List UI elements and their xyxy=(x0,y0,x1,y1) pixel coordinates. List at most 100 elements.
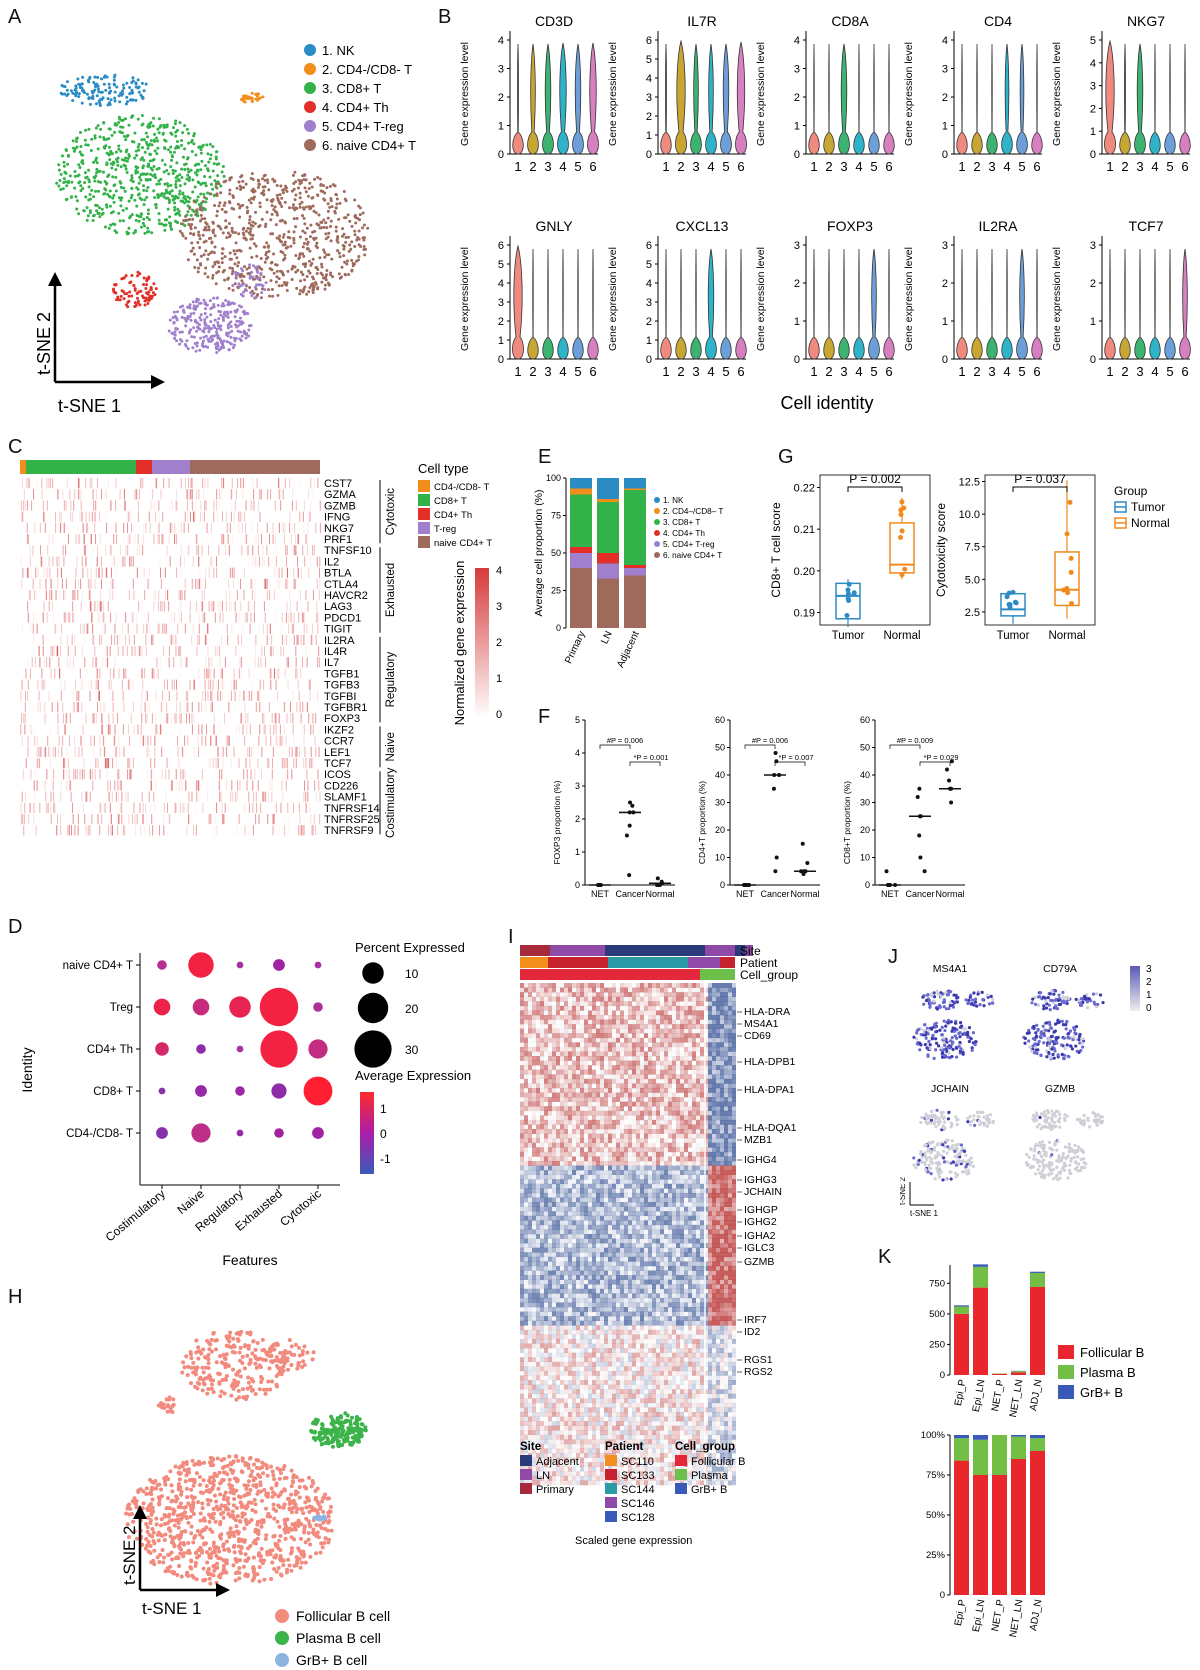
tsne-point xyxy=(273,272,276,275)
tsne-point xyxy=(84,171,87,174)
tsne-point xyxy=(283,254,286,257)
heatmap-cell xyxy=(41,668,42,678)
heatmap-cell xyxy=(282,612,283,622)
heatmap-cell xyxy=(238,523,239,533)
h-tsne-point xyxy=(210,1383,214,1387)
tsne-point xyxy=(70,89,73,92)
tsne-point xyxy=(271,213,274,216)
tsne-point xyxy=(353,199,356,202)
heatmap-cell xyxy=(33,579,34,589)
tsne-point xyxy=(193,266,196,269)
tsne-point xyxy=(257,225,260,228)
f-ytick-label: 40 xyxy=(860,770,870,780)
heatmap-cell xyxy=(142,792,143,802)
heatmap-cell xyxy=(232,568,233,578)
heatmap-cell xyxy=(137,568,138,578)
tsne-point xyxy=(299,289,302,292)
tsne-point xyxy=(325,253,328,256)
tsne-point xyxy=(338,252,341,255)
heatmap-cell xyxy=(198,736,199,746)
heatmap-gene-label: TCF7 xyxy=(324,758,352,770)
heatmap-gene-label: IL7 xyxy=(324,657,339,669)
violin-shape xyxy=(824,249,835,359)
heatmap-cell xyxy=(174,612,175,622)
heatmap-cell xyxy=(33,814,34,824)
tsne-point xyxy=(141,146,144,149)
heatmap-cell xyxy=(47,736,48,746)
tsne-point xyxy=(262,275,265,278)
heatmap-cell xyxy=(222,512,223,522)
heatmap-cell xyxy=(297,668,298,678)
heatmap-cell xyxy=(161,702,162,712)
tsne-point xyxy=(100,91,103,94)
tsne-point xyxy=(164,163,167,166)
heatmap-cell xyxy=(198,747,199,757)
heatmap-cell xyxy=(267,635,268,645)
heatmap-cell xyxy=(263,624,264,634)
heatmap-cell xyxy=(176,713,177,723)
tsne-point xyxy=(79,145,82,148)
heatmap-cell xyxy=(82,747,83,757)
heatmap-cell xyxy=(134,624,135,634)
heatmap-cell xyxy=(178,780,179,790)
tsne-point xyxy=(242,233,245,236)
tsne-point xyxy=(152,124,155,127)
heatmap-cell xyxy=(202,612,203,622)
heatmap-cell xyxy=(180,803,181,813)
heatmap-cell xyxy=(290,657,291,667)
celltype-legend-swatch xyxy=(418,480,430,492)
tsne-point xyxy=(199,219,202,222)
violin-shape xyxy=(721,44,732,154)
celltype-legend-swatch xyxy=(418,536,430,548)
heatmap-cell xyxy=(139,489,140,499)
heatmap-cell xyxy=(210,814,211,824)
tsne-point xyxy=(276,184,279,187)
h-tsne-point xyxy=(337,1439,341,1443)
heatmap-cell xyxy=(217,500,218,510)
d-dot xyxy=(196,1044,206,1054)
heatmap-cell xyxy=(94,646,95,656)
heatmap-cell xyxy=(93,500,94,510)
tsne-point xyxy=(67,93,70,96)
heatmap-gene-label: TIGIT xyxy=(324,624,352,636)
h-tsne-point xyxy=(178,1552,182,1556)
heatmap-cell xyxy=(240,657,241,667)
d-dot xyxy=(315,962,322,969)
heatmap-cell xyxy=(267,624,268,634)
heatmap-cell xyxy=(96,568,97,578)
heatmap-cell xyxy=(80,512,81,522)
heatmap-cell xyxy=(148,523,149,533)
heatmap-cell xyxy=(161,489,162,499)
g-xtick-label: Normal xyxy=(1048,630,1085,642)
heatmap-cell xyxy=(318,780,319,790)
tsne-point xyxy=(318,256,321,259)
violin-xtick-label: 2 xyxy=(1121,364,1128,379)
tsne-point xyxy=(136,214,139,217)
heatmap-cell xyxy=(73,657,74,667)
h-tsne-point xyxy=(272,1348,276,1352)
heatmap-gene-label: IL2RA xyxy=(324,635,355,647)
heatmap-cell xyxy=(75,668,76,678)
heatmap-cell xyxy=(98,814,99,824)
tsne-point xyxy=(212,169,215,172)
tsne-point xyxy=(158,131,161,134)
tsne-point xyxy=(217,224,220,227)
heatmap-cell xyxy=(160,657,161,667)
tsne-point xyxy=(223,279,226,282)
heatmap-cell xyxy=(34,523,35,533)
tsne-point xyxy=(204,200,207,203)
tsne-point xyxy=(330,258,333,261)
f-point xyxy=(917,834,921,838)
heatmap-cell xyxy=(282,792,283,802)
g-pvalue: P = 0.002 xyxy=(849,472,901,486)
violin-ytick-label: 4 xyxy=(498,35,504,47)
tsne-point xyxy=(167,208,170,211)
violin-ytick-label: 4 xyxy=(498,278,504,290)
h-tsne-point xyxy=(275,1355,279,1359)
tsne-point xyxy=(363,253,366,256)
d-x-title: Features xyxy=(222,1252,277,1268)
tsne-point xyxy=(298,256,301,259)
heatmap-cell xyxy=(92,612,93,622)
tsne-point xyxy=(115,190,118,193)
heatmap-cell xyxy=(249,747,250,757)
